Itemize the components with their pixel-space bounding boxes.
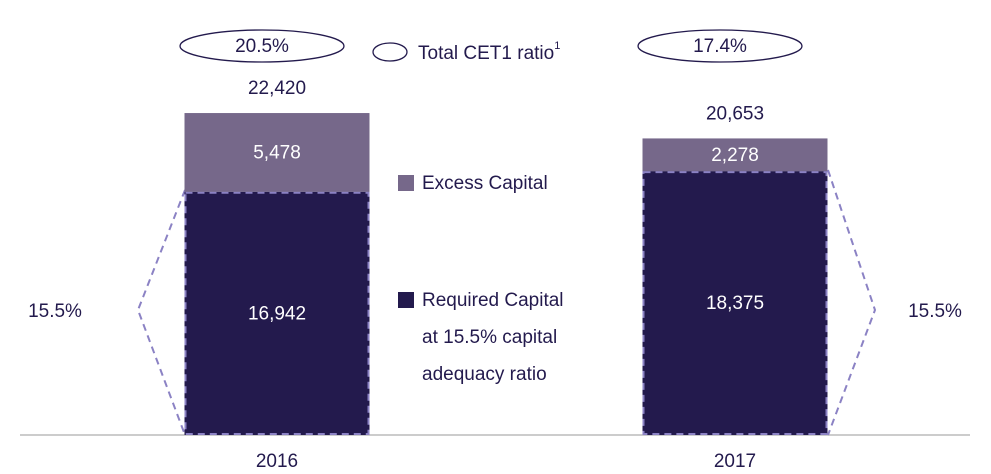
bar-segment — [642, 171, 828, 435]
ratio-ellipse — [637, 29, 803, 63]
bar-segment — [184, 113, 370, 192]
legend-label: Total CET1 ratio1 — [418, 40, 560, 64]
bar-segment — [642, 138, 828, 172]
legend-label: Excess Capital — [422, 173, 548, 194]
bar-segment — [184, 191, 370, 435]
x-tick-label: 2016 — [256, 451, 298, 472]
value-label: 5,478 — [253, 142, 301, 163]
value-label: 18,375 — [706, 293, 764, 314]
legend-ellipse — [372, 42, 408, 62]
value-label: 2,278 — [711, 145, 759, 166]
bracket — [827, 169, 877, 436]
ratio-label: 20.5% — [235, 36, 289, 57]
segment-outline — [184, 191, 370, 435]
legend-label: Required Capital at 15.5% capital adequa… — [422, 290, 564, 385]
x-tick-label: 2017 — [714, 451, 756, 472]
footnote: 1 — [554, 40, 560, 52]
legend-swatch — [398, 292, 414, 308]
legend-swatch — [398, 175, 414, 191]
value-label: 16,942 — [248, 303, 306, 324]
total-label: 22,420 — [248, 78, 306, 99]
legend-text: Total CET1 ratio — [418, 43, 554, 64]
bracket — [136, 189, 186, 436]
segment-outline — [642, 171, 828, 435]
bracket-label: 15.5% — [908, 301, 962, 322]
ratio-label: 17.4% — [693, 36, 747, 57]
total-label: 20,653 — [706, 103, 764, 124]
ratio-ellipse — [179, 29, 345, 63]
bracket-label: 15.5% — [28, 301, 82, 322]
